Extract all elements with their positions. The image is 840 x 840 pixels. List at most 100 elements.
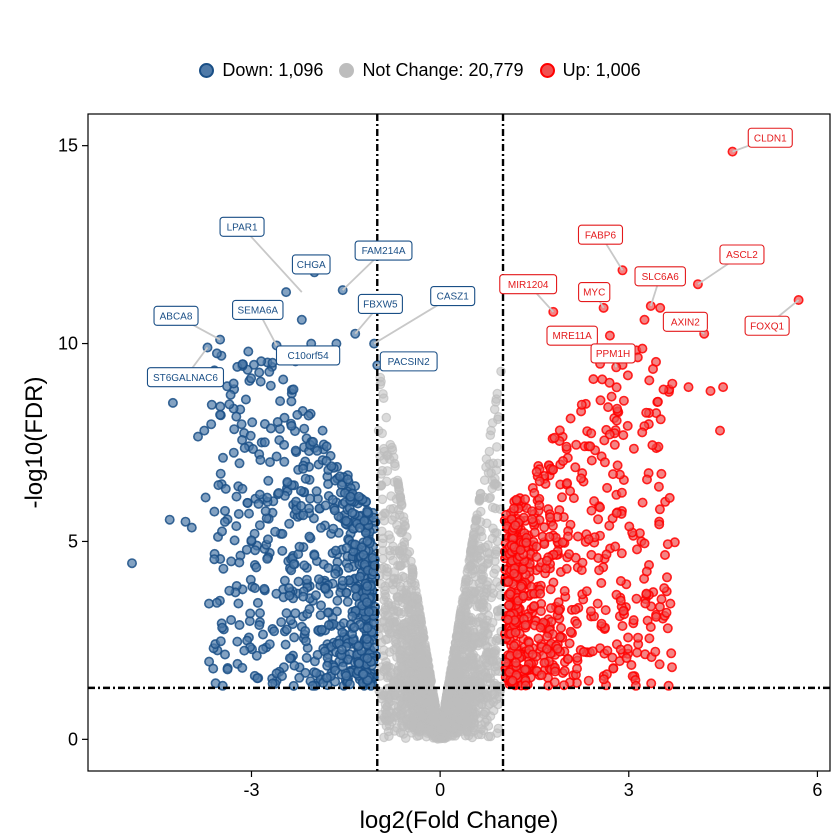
point-down	[242, 497, 253, 508]
point-down	[264, 457, 275, 468]
point-not-change	[478, 599, 488, 610]
point-up	[595, 395, 606, 406]
point-down	[363, 606, 374, 617]
point-up	[561, 441, 572, 452]
point-up	[541, 555, 552, 566]
point-up	[519, 664, 530, 675]
point-not-change	[490, 564, 501, 574]
gene-label-chga: CHGA	[297, 260, 326, 271]
point-down	[262, 534, 273, 545]
point-down	[330, 568, 341, 579]
point-up	[581, 586, 592, 597]
point-down	[284, 653, 295, 664]
point-up	[533, 633, 544, 644]
point-up	[586, 505, 597, 516]
point-not-change	[491, 394, 502, 404]
point-up	[639, 538, 650, 549]
point-not-change	[421, 665, 431, 676]
point-down	[294, 541, 305, 552]
point-up	[598, 674, 609, 685]
point-up	[641, 588, 652, 599]
point-not-change	[399, 540, 410, 550]
point-down	[226, 614, 237, 625]
gene-label-box	[578, 282, 611, 303]
gene-label-abca8: ABCA8	[160, 311, 193, 322]
point-down	[284, 590, 295, 601]
point-up	[615, 595, 626, 606]
point-up	[535, 588, 546, 599]
point-up	[553, 605, 564, 616]
point-up	[535, 622, 546, 633]
point-not-change	[412, 591, 422, 602]
point-down	[293, 576, 304, 587]
legend-down-label: Down: 1,096	[222, 60, 324, 80]
point-up	[610, 541, 621, 552]
point-up	[658, 384, 669, 395]
y-tick-label: 15	[58, 136, 78, 156]
point-down	[282, 476, 293, 487]
x-tick-label: 3	[624, 780, 634, 800]
point-not-change	[397, 698, 408, 709]
point-up	[662, 539, 673, 550]
point-down	[249, 583, 260, 594]
point-up	[534, 500, 545, 511]
point-not-change	[485, 673, 496, 683]
point-down	[345, 491, 356, 502]
point-down	[226, 556, 237, 567]
point-up	[572, 531, 583, 542]
point-down	[295, 485, 306, 496]
point-not-change	[490, 556, 500, 566]
point-down	[232, 636, 243, 647]
point-up	[602, 645, 613, 656]
point-up	[662, 623, 673, 634]
point-down	[316, 624, 327, 635]
point-up	[617, 620, 628, 631]
point-up	[655, 414, 666, 425]
point-up	[562, 531, 573, 542]
point-not-change	[478, 709, 489, 720]
point-down	[309, 550, 320, 561]
point-down	[301, 574, 312, 585]
point-not-change	[426, 675, 436, 686]
point-up	[659, 549, 670, 560]
point-up	[503, 600, 514, 611]
gene-label-axin2: AXIN2	[671, 317, 700, 328]
point-up	[583, 675, 594, 686]
point-down	[342, 596, 353, 607]
point-up	[592, 598, 603, 609]
point-not-change	[414, 604, 424, 615]
point-up	[571, 663, 582, 674]
point-down	[310, 590, 321, 601]
point-down	[219, 516, 230, 527]
point-not-change	[473, 729, 483, 740]
point-down	[337, 627, 348, 638]
point-not-change	[491, 442, 502, 452]
point-down	[332, 595, 343, 606]
point-down	[286, 420, 297, 431]
point-down	[299, 560, 310, 571]
point-up	[644, 633, 655, 644]
gene-label-pacsin2: PACSIN2	[388, 357, 430, 368]
point-up	[718, 382, 729, 393]
point-up	[667, 378, 678, 389]
point-down	[336, 644, 347, 655]
point-up	[594, 502, 605, 513]
point-not-change	[485, 492, 495, 503]
point-up	[656, 594, 667, 605]
point-up	[511, 494, 522, 505]
point-down	[251, 562, 262, 573]
point-not-change	[381, 663, 391, 674]
point-not-change	[457, 726, 467, 736]
point-not-change	[380, 605, 391, 615]
point-up	[549, 677, 560, 688]
point-up	[604, 429, 615, 440]
point-up	[628, 615, 639, 626]
point-down	[208, 663, 219, 674]
point-not-change	[415, 626, 426, 637]
point-up	[542, 631, 553, 642]
point-down	[298, 463, 309, 474]
point-up	[654, 519, 665, 530]
legend-up-label: Up: 1,006	[562, 60, 641, 80]
point-not-change	[396, 608, 406, 619]
point-down	[217, 526, 228, 537]
